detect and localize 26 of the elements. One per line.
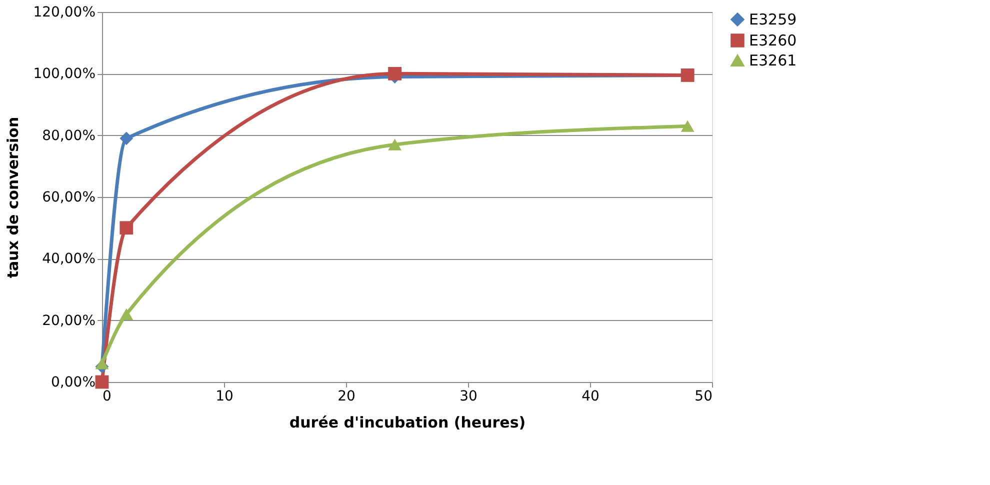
- point: [95, 375, 109, 389]
- x-tick-label: 40: [582, 388, 600, 404]
- x-tick-label: 0: [102, 388, 112, 404]
- legend-label: E3261: [749, 52, 797, 70]
- legend-label: E3260: [749, 32, 797, 50]
- point: [680, 120, 694, 132]
- y-tick-label: 100,00%: [33, 66, 96, 82]
- y-tick-label: 20,00%: [42, 312, 96, 329]
- x-tick-label: 50: [694, 388, 712, 404]
- x-tick-label: 20: [338, 388, 356, 404]
- y-axis-title: taux de conversion: [4, 116, 22, 278]
- x-tick-label: 10: [216, 388, 234, 404]
- legend-label: E3259: [749, 10, 797, 28]
- point: [120, 221, 134, 235]
- point: [120, 132, 134, 146]
- x-axis-title: durée d'incubation (heures): [289, 414, 526, 432]
- y-tick-label: 120,00%: [33, 4, 96, 20]
- y-tick-label: 0,00%: [51, 374, 96, 390]
- point: [95, 358, 109, 370]
- y-tick-label: 60,00%: [42, 190, 96, 206]
- point: [120, 308, 134, 320]
- x-tick-label: 30: [460, 388, 478, 404]
- point: [388, 66, 402, 80]
- y-tick-label: 40,00%: [42, 251, 96, 268]
- y-tick-label: 80,00%: [42, 128, 96, 144]
- point: [388, 138, 402, 150]
